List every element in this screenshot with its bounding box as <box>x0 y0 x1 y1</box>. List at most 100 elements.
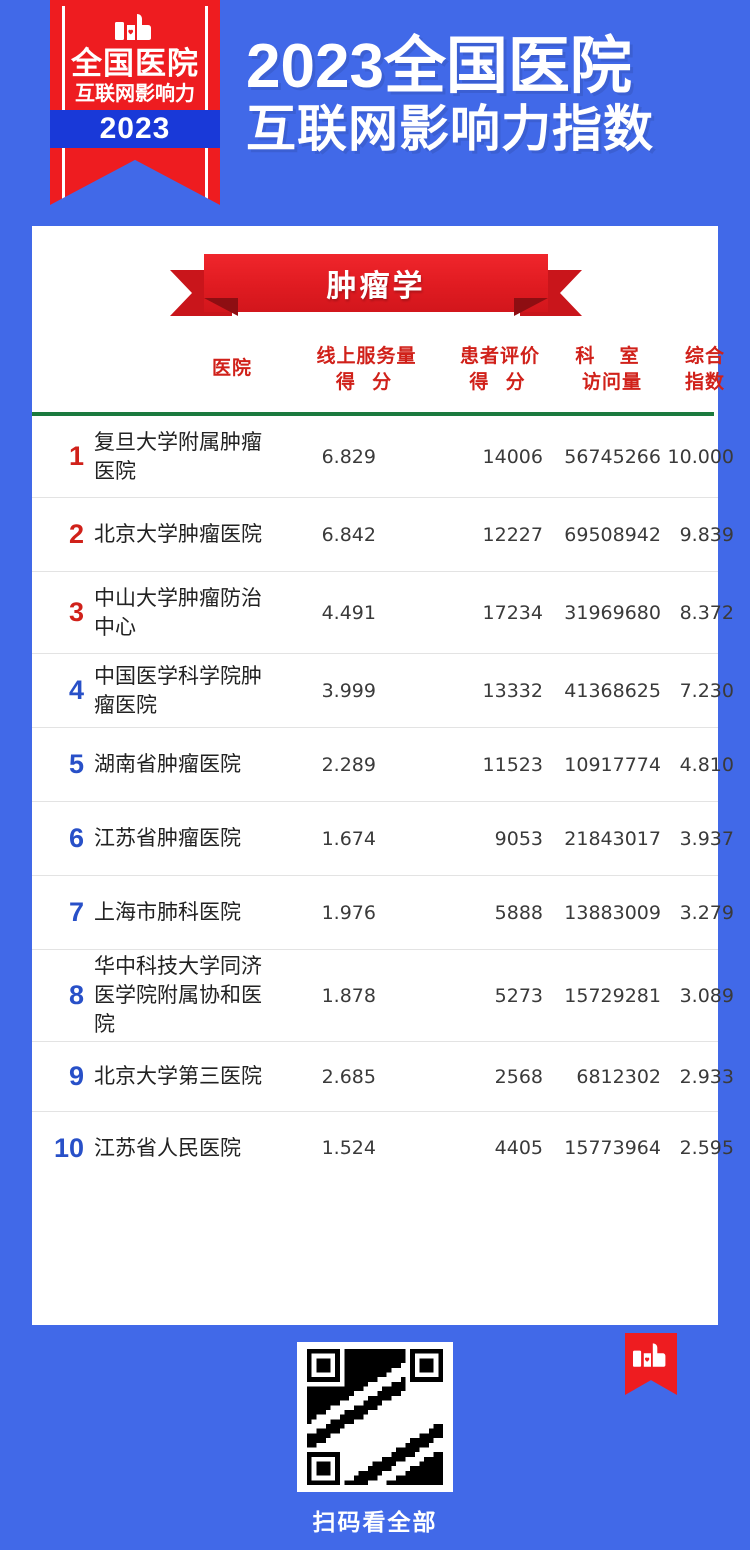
cell-c3: 6812302 <box>576 1065 661 1088</box>
table-row[interactable]: 2 北京大学肿瘤医院 6.842 12227 69508942 9.839 <box>32 498 734 572</box>
category-ribbon: 肿瘤学 <box>170 254 548 316</box>
cell-c2: 2568 <box>494 1065 543 1088</box>
cell-c3: 10917774 <box>564 753 661 776</box>
rank-number: 1 <box>68 441 84 471</box>
rank-number: 9 <box>68 1061 84 1091</box>
qr-code-icon[interactable] <box>297 1342 453 1492</box>
thumbs-up-heart-icon <box>633 1343 666 1367</box>
column-header-hospital: 医院 <box>211 358 252 379</box>
rank-number: 10 <box>53 1132 84 1163</box>
ribbon-body <box>204 254 548 312</box>
column-header-composite-index-sub: 指数 <box>684 372 725 393</box>
hospital-name: 北京大学第三医院 <box>94 1065 262 1088</box>
cell-c4: 3.937 <box>679 827 734 850</box>
rank-number: 2 <box>68 519 84 549</box>
rank-number: 6 <box>68 823 84 853</box>
column-header-online-service: 线上服务量 得 分 <box>294 344 439 396</box>
table-row[interactable]: 8 华中科技大学同济医学院附属协和医院 1.878 5273 15729281 3.089 <box>32 950 734 1042</box>
table-row[interactable]: 1 复旦大学附属肿瘤医院 6.829 14006 56745266 10.000 <box>32 416 734 498</box>
column-header-online-service-sub: 得 分 <box>335 372 398 393</box>
ranking-card: 肿瘤学 医院 线上服务量 得 分 患者评价 得 分 科 室 访问量 综合 指数 … <box>32 226 734 1325</box>
cell-c4: 7.230 <box>679 679 734 702</box>
column-header-composite-index: 综合 指数 <box>666 344 744 396</box>
cell-c2: 5273 <box>494 984 543 1007</box>
cell-c1: 6.829 <box>321 445 376 468</box>
table-row[interactable]: 3 中山大学肿瘤防治中心 4.491 17234 31969680 8.372 <box>32 572 734 654</box>
cell-c3: 41368625 <box>564 679 661 702</box>
cell-c4: 9.839 <box>679 523 734 546</box>
rank-number: 7 <box>68 897 84 927</box>
footer-logo <box>625 1333 677 1395</box>
cell-c1: 1.524 <box>321 1137 376 1159</box>
hospital-name: 中山大学肿瘤防治中心 <box>94 586 262 639</box>
cell-c4: 4.810 <box>679 753 734 776</box>
cell-c1: 2.685 <box>321 1065 376 1088</box>
cell-c1: 6.842 <box>321 523 376 546</box>
rank-number: 5 <box>68 749 84 779</box>
column-header-dept-visits-top: 科 室 <box>575 346 649 367</box>
cell-c1: 2.289 <box>321 753 376 776</box>
cell-c2: 12227 <box>482 523 543 546</box>
cell-c3: 69508942 <box>564 523 661 546</box>
column-header-patient-rating-top: 患者评价 <box>459 346 540 367</box>
cell-c3: 21843017 <box>564 827 661 850</box>
cell-c2: 17234 <box>482 601 543 624</box>
cell-c4: 10.000 <box>667 445 734 468</box>
header-divider <box>32 412 714 416</box>
cell-c1: 3.999 <box>321 679 376 702</box>
cell-c4: 8.372 <box>679 601 734 624</box>
hospital-name: 中国医学科学院肿瘤医院 <box>94 664 262 717</box>
qr-caption: 扫码看全部 <box>312 1509 438 1535</box>
hospital-name: 江苏省人民医院 <box>94 1136 241 1160</box>
badge-line2: 互联网影响力 <box>75 83 195 105</box>
hospital-name: 江苏省肿瘤医院 <box>94 827 241 850</box>
hospital-name: 华中科技大学同济医学院附属协和医院 <box>94 955 262 1036</box>
cell-c1: 1.976 <box>321 901 376 924</box>
page-footer: 扫码看全部 <box>0 1325 750 1550</box>
table-header: 医院 线上服务量 得 分 患者评价 得 分 科 室 访问量 综合 指数 <box>32 336 724 398</box>
page-title-line1: 2023全国医院 <box>246 32 632 101</box>
rank-number: 4 <box>68 675 84 705</box>
column-header-dept-visits: 科 室 访问量 <box>560 344 664 396</box>
rank-number: 3 <box>68 597 84 627</box>
cell-c4: 3.279 <box>679 901 734 924</box>
badge-year-band <box>50 110 220 148</box>
cell-c1: 4.491 <box>321 601 376 624</box>
page-header: 全国医院 互联网影响力 2023 2023全国医院 互联网影响力指数 <box>0 0 750 226</box>
thumbs-up-heart-icon <box>115 14 151 40</box>
badge-year: 2023 <box>99 112 171 145</box>
qr-code-matrix <box>307 1349 443 1485</box>
hospital-name: 北京大学肿瘤医院 <box>94 523 262 546</box>
cell-c2: 14006 <box>482 445 543 468</box>
cell-c3: 15729281 <box>564 984 661 1007</box>
hospital-name: 湖南省肿瘤医院 <box>94 753 241 776</box>
page-title-line2: 互联网影响力指数 <box>246 101 654 157</box>
category-label: 肿瘤学 <box>326 270 426 303</box>
column-header-patient-rating-sub: 得 分 <box>469 372 531 393</box>
table-row[interactable]: 9 北京大学第三医院 2.685 2568 6812302 2.933 <box>32 1042 734 1112</box>
table-row[interactable]: 4 中国医学科学院肿瘤医院 3.999 13332 41368625 7.230 <box>32 654 734 728</box>
hospital-name: 复旦大学附属肿瘤医院 <box>94 430 262 483</box>
cell-c1: 1.878 <box>321 984 376 1007</box>
cell-c1: 1.674 <box>321 827 376 850</box>
award-badge: 全国医院 互联网影响力 2023 <box>50 0 220 205</box>
hospital-name: 上海市肺科医院 <box>94 901 241 924</box>
table-row[interactable]: 10 江苏省人民医院 1.524 4405 15773964 2.595 <box>32 1112 734 1184</box>
column-header-patient-rating: 患者评价 得 分 <box>441 344 559 396</box>
cell-c2: 4405 <box>494 1137 543 1159</box>
column-header-online-service-top: 线上服务量 <box>316 346 417 367</box>
cell-c3: 15773964 <box>564 1137 661 1159</box>
cell-c2: 11523 <box>482 753 543 776</box>
table-row[interactable]: 7 上海市肺科医院 1.976 5888 13883009 3.279 <box>32 876 734 950</box>
ranking-table-body: 1 复旦大学附属肿瘤医院 6.829 14006 56745266 10.000 2 北京大学… <box>32 416 734 1184</box>
cell-c3: 13883009 <box>564 901 661 924</box>
cell-c4: 2.595 <box>679 1137 734 1159</box>
cell-c2: 13332 <box>482 679 543 702</box>
cell-c2: 9053 <box>494 827 543 850</box>
cell-c3: 56745266 <box>564 445 661 468</box>
table-row[interactable]: 5 湖南省肿瘤医院 2.289 11523 10917774 4.810 <box>32 728 734 802</box>
column-header-composite-index-top: 综合 <box>684 346 725 367</box>
cell-c3: 31969680 <box>564 601 661 624</box>
table-row[interactable]: 6 江苏省肿瘤医院 1.674 9053 21843017 3.937 <box>32 802 734 876</box>
page-title: 2023全国医院 互联网影响力指数 <box>246 34 716 158</box>
